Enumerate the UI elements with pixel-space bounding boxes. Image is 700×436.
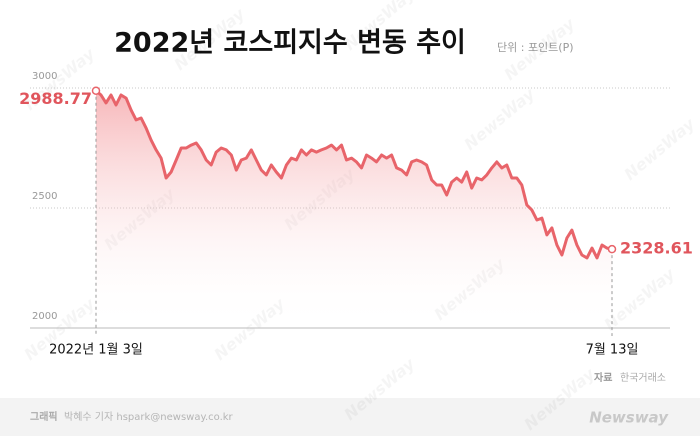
area — [96, 90, 612, 328]
y-tick-label: 2500 — [32, 191, 57, 202]
end-point — [91, 86, 101, 95]
logo: Newsway — [589, 409, 669, 427]
y-tick-label: 3000 — [32, 71, 57, 82]
credit-label: 그래픽 — [30, 410, 58, 423]
end-point — [607, 244, 617, 254]
value-label: 2988.77 — [19, 89, 92, 108]
source-label: 자료 — [594, 371, 612, 384]
credit: 박혜수 기자 hspark@newsway.co.kr — [64, 411, 234, 423]
watermark: NewsWay — [620, 114, 698, 184]
x-tick-label: 7월 13일 — [586, 343, 639, 358]
value-label: 2328.61 — [620, 239, 693, 258]
chart-title: 2022년 코스피지수 변동 추이 — [114, 28, 466, 59]
footer-band — [0, 398, 700, 436]
source: 한국거래소 — [620, 372, 666, 384]
y-tick-label: 2000 — [32, 311, 57, 322]
unit-label: 단위 : 포인트(P) — [497, 41, 574, 54]
x-tick-label: 2022년 1월 3일 — [49, 343, 143, 358]
watermark: NewsWay — [460, 84, 538, 154]
line — [95, 89, 613, 260]
